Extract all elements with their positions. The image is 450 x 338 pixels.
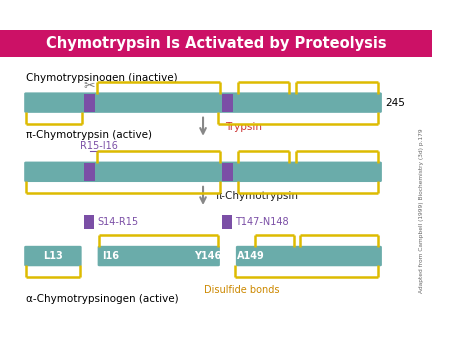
- Bar: [84, 163, 95, 181]
- Text: T147-N148: T147-N148: [235, 217, 289, 227]
- FancyBboxPatch shape: [24, 92, 382, 113]
- Text: ✂: ✂: [84, 79, 95, 93]
- Text: π-Chymotrypsin: π-Chymotrypsin: [216, 191, 299, 201]
- Text: Trypsin: Trypsin: [225, 122, 261, 132]
- Text: R15-I16: R15-I16: [80, 141, 118, 151]
- FancyBboxPatch shape: [98, 246, 220, 266]
- Bar: [0, 30, 432, 57]
- Bar: [84, 215, 94, 229]
- Text: Disulfide bonds: Disulfide bonds: [204, 285, 279, 295]
- Text: π-Chymotrypsin (active): π-Chymotrypsin (active): [26, 130, 152, 140]
- Text: A149: A149: [237, 251, 265, 261]
- FancyBboxPatch shape: [236, 246, 382, 266]
- Text: α-Chymotrypsinogen (active): α-Chymotrypsinogen (active): [26, 294, 179, 304]
- Bar: [84, 94, 95, 112]
- Bar: [222, 163, 233, 181]
- FancyBboxPatch shape: [24, 246, 81, 266]
- Text: Chymotrypsinogen (inactive): Chymotrypsinogen (inactive): [26, 73, 178, 83]
- Text: 245: 245: [385, 98, 405, 107]
- Text: S14-R15: S14-R15: [97, 217, 138, 227]
- FancyBboxPatch shape: [24, 162, 382, 182]
- Bar: [222, 215, 232, 229]
- Bar: [222, 94, 233, 112]
- Text: L13: L13: [43, 251, 63, 261]
- Text: I16: I16: [102, 251, 119, 261]
- Text: Adapted from Campbell (1999) Biochemistry (3d) p.179: Adapted from Campbell (1999) Biochemistr…: [418, 128, 424, 293]
- Text: Y146: Y146: [194, 251, 221, 261]
- Text: Chymotrypsin Is Activated by Proteolysis: Chymotrypsin Is Activated by Proteolysis: [46, 37, 386, 51]
